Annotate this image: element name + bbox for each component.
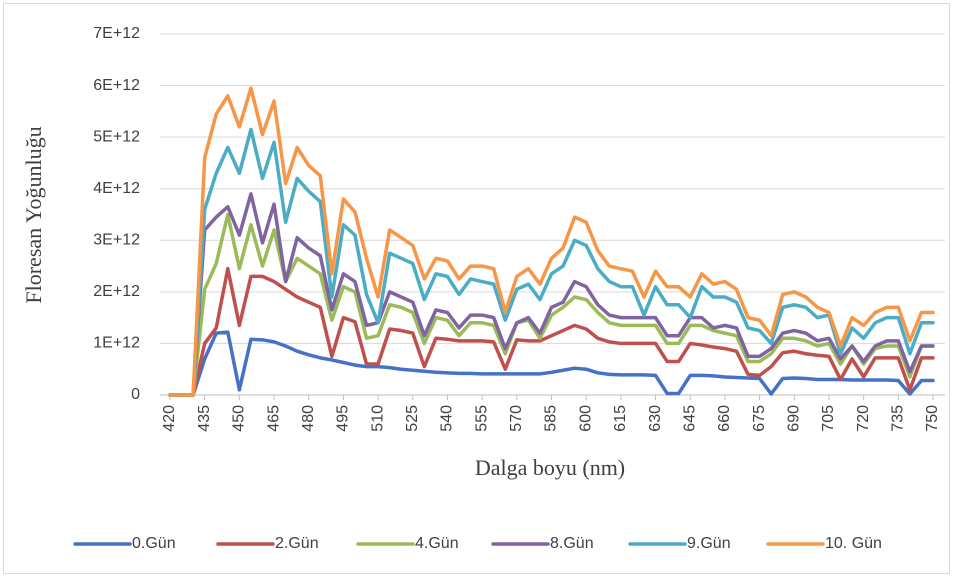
x-tick-label: 510 (369, 405, 386, 432)
x-tick-label: 420 (161, 405, 178, 432)
x-tick-label: 435 (196, 405, 213, 432)
x-tick-label: 450 (231, 405, 248, 432)
x-tick-label: 705 (820, 405, 837, 432)
y-tick-label: 0 (131, 386, 140, 403)
x-tick-label: 645 (681, 405, 698, 432)
x-tick-label: 630 (647, 405, 664, 432)
legend-label: 2.Gün (275, 535, 319, 552)
x-tick-label: 465 (265, 405, 282, 432)
y-tick-label: 4E+12 (93, 180, 140, 197)
series-line (168, 330, 935, 397)
legend-label: 8.Gün (550, 535, 594, 552)
x-tick-label: 555 (473, 405, 490, 432)
chart-border (3, 3, 950, 574)
x-tick-label: 735 (890, 405, 907, 432)
x-tick-label: 600 (577, 405, 594, 432)
x-tick-label: 675 (751, 405, 768, 432)
y-axis-title: Floresan Yoğunluğu (21, 126, 46, 303)
legend-label: 9.Gün (687, 535, 731, 552)
x-tick-label: 585 (543, 405, 560, 432)
y-tick-label: 6E+12 (93, 77, 140, 94)
x-axis-title: Dalga boyu (nm) (475, 455, 625, 480)
y-tick-label: 3E+12 (93, 232, 140, 249)
series-line (168, 192, 935, 397)
x-tick-label: 750 (924, 405, 941, 432)
x-tick-label: 570 (508, 405, 525, 432)
y-tick-label: 2E+12 (93, 283, 140, 300)
x-tick-label: 525 (404, 405, 421, 432)
legend-label: 4.Gün (415, 535, 459, 552)
y-tick-label: 5E+12 (93, 128, 140, 145)
y-tick-label: 7E+12 (93, 25, 140, 42)
legend-label: 10. Gün (825, 535, 882, 552)
y-tick-label: 1E+12 (93, 335, 140, 352)
x-tick-label: 615 (612, 405, 629, 432)
series-line (168, 212, 935, 397)
x-tick-label: 480 (300, 405, 317, 432)
series-line (168, 86, 935, 397)
legend-label: 0.Gün (132, 535, 176, 552)
x-tick-label: 495 (335, 405, 352, 432)
x-tick-label: 690 (785, 405, 802, 432)
x-tick-label: 660 (716, 405, 733, 432)
series-line (168, 266, 935, 397)
x-tick-label: 540 (439, 405, 456, 432)
series-line (168, 127, 935, 397)
x-tick-label: 720 (855, 405, 872, 432)
